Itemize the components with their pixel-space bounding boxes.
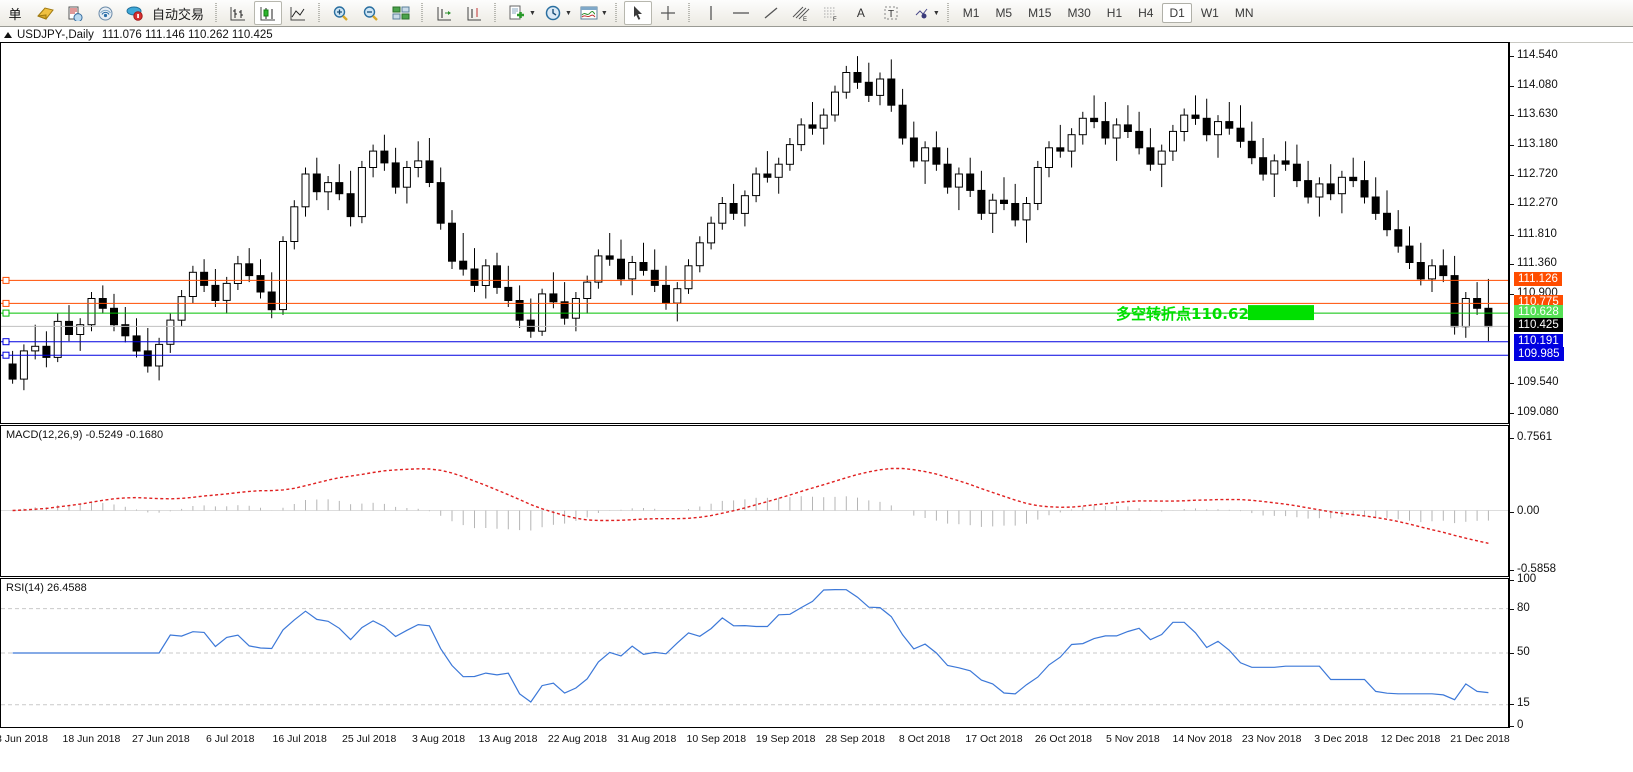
date-tick: 6 Jul 2018 xyxy=(206,733,255,745)
candlestick-chart-icon[interactable] xyxy=(254,1,283,25)
date-tick: 14 Nov 2018 xyxy=(1172,733,1233,745)
toolbar-separator xyxy=(492,3,500,23)
chart-shift-icon[interactable] xyxy=(430,1,458,25)
date-tick: 23 Nov 2018 xyxy=(1241,733,1302,745)
date-tick: 22 Aug 2018 xyxy=(547,733,607,745)
macd-chart xyxy=(1,467,1508,544)
expert-advisors-icon[interactable] xyxy=(61,1,89,25)
date-tick: 21 Dec 2018 xyxy=(1450,733,1510,745)
svg-text:T: T xyxy=(888,9,894,20)
timeframe-m5[interactable]: M5 xyxy=(995,6,1013,20)
timeframe-d1[interactable]: D1 xyxy=(1162,3,1192,23)
price-line-label[interactable]: 111.126 xyxy=(1514,272,1562,287)
time-axis: 8 Jun 2018 18 Jun 2018 27 Jun 2018 6 Jul 20… xyxy=(0,729,1633,772)
toolbar-separator xyxy=(612,3,620,23)
text-box-icon[interactable]: T xyxy=(877,1,905,25)
rsi-pane[interactable]: RSI(14) 26.4588 xyxy=(0,578,1509,728)
autotrading-icon[interactable] xyxy=(121,1,149,25)
date-tick: 13 Aug 2018 xyxy=(478,733,538,745)
toolbar-separator xyxy=(685,3,693,23)
cursor-icon[interactable] xyxy=(623,1,652,25)
date-tick: 19 Sep 2018 xyxy=(755,733,816,745)
turning-point-annotation: 多空转折点110.628 xyxy=(1116,305,1259,323)
macd-label: MACD(12,26,9) -0.5249 -0.1680 xyxy=(6,429,164,441)
rsi-label: RSI(14) 26.4588 xyxy=(6,582,87,594)
zoom-in-icon[interactable] xyxy=(327,1,355,25)
new-chart-icon[interactable] xyxy=(503,1,531,25)
chevron-down-icon[interactable]: ▼ xyxy=(600,9,608,17)
green-highlight-box xyxy=(1248,305,1314,321)
svg-text:E: E xyxy=(803,17,807,22)
date-tick: 3 Dec 2018 xyxy=(1314,733,1368,745)
symbol-period-label: USDJPY-,Daily xyxy=(17,28,94,41)
date-tick: 8 Oct 2018 xyxy=(898,733,951,745)
timeframe-m30[interactable]: M30 xyxy=(1067,6,1091,20)
date-tick: 31 Aug 2018 xyxy=(617,733,677,745)
period-icon[interactable] xyxy=(539,1,567,25)
timeframe-h1[interactable]: H1 xyxy=(1106,6,1123,20)
date-tick: 16 Jul 2018 xyxy=(272,733,327,745)
line-chart-icon[interactable] xyxy=(284,1,312,25)
date-tick: 5 Nov 2018 xyxy=(1105,733,1160,745)
date-tick: 12 Dec 2018 xyxy=(1380,733,1441,745)
date-tick: 28 Sep 2018 xyxy=(825,733,885,745)
main-toolbar: 单 自动交易 ▼ ▼ xyxy=(0,0,1633,27)
timeframe-h4[interactable]: H4 xyxy=(1138,6,1154,20)
tile-windows-icon[interactable] xyxy=(387,1,415,25)
rsi-chart xyxy=(1,588,1508,706)
zoom-out-icon[interactable] xyxy=(357,1,385,25)
timeframe-m1[interactable]: M1 xyxy=(962,6,980,20)
timeframe-m15[interactable]: M15 xyxy=(1028,6,1052,20)
price-line-label[interactable]: 109.985 xyxy=(1514,347,1564,362)
text-label-icon[interactable]: A xyxy=(856,6,865,20)
crosshair-icon[interactable] xyxy=(654,1,682,25)
indicators-icon[interactable] xyxy=(575,1,603,25)
objects-list-icon[interactable] xyxy=(907,1,935,25)
toolbar-separator xyxy=(213,3,221,23)
date-tick: 27 Jun 2018 xyxy=(131,733,190,745)
autotrading-label[interactable]: 自动交易 xyxy=(152,6,205,22)
date-tick: 26 Oct 2018 xyxy=(1034,733,1093,745)
auto-scroll-icon[interactable] xyxy=(460,1,488,25)
price-pane[interactable]: 多空转折点110.628 xyxy=(0,42,1509,424)
date-tick: 3 Aug 2018 xyxy=(411,733,466,745)
trendline-icon[interactable] xyxy=(757,1,785,25)
vertical-line-icon[interactable] xyxy=(697,1,725,25)
macd-pane[interactable]: MACD(12,26,9) -0.5249 -0.1680 xyxy=(0,425,1509,577)
toolbar-separator xyxy=(944,3,952,23)
collapse-triangle-icon[interactable] xyxy=(4,31,12,38)
svg-text:F: F xyxy=(833,17,837,22)
chevron-down-icon[interactable]: ▼ xyxy=(564,9,572,17)
chevron-down-icon[interactable]: ▼ xyxy=(932,9,940,17)
chevron-down-icon[interactable]: ▼ xyxy=(529,9,536,17)
date-tick: 18 Jun 2018 xyxy=(62,733,121,745)
bar-chart-icon[interactable] xyxy=(224,1,252,25)
date-tick: 8 Jun 2018 xyxy=(0,733,48,745)
symbol-bar: USDJPY-,Daily 111.076 111.146 110.262 11… xyxy=(0,27,1633,43)
date-tick: 25 Jul 2018 xyxy=(341,733,397,745)
horizontal-line-icon[interactable] xyxy=(727,1,755,25)
candlestick-chart: 多空转折点110.628 xyxy=(1,56,1508,391)
toolbar-separator xyxy=(419,3,427,23)
metaeditor-icon[interactable] xyxy=(31,1,59,25)
price-line-label[interactable]: 110.425 xyxy=(1514,318,1563,333)
timeframe-w1[interactable]: W1 xyxy=(1200,6,1219,20)
fibonacci-retracement-icon[interactable]: F xyxy=(817,1,845,25)
date-tick: 10 Sep 2018 xyxy=(686,733,747,745)
price-scale[interactable]: 114.540 114.080 113.630 113.180 112.720 112.2… xyxy=(1509,42,1633,731)
timeframe-mn[interactable]: MN xyxy=(1234,6,1254,20)
toolbar-separator xyxy=(316,3,324,23)
date-tick: 17 Oct 2018 xyxy=(965,733,1023,745)
timeframe-group: M1 M5 M15 M30 H1 H4 D1 W1 MN xyxy=(955,3,1262,23)
price-line-label[interactable]: 110.191 xyxy=(1514,333,1563,348)
price-line-label[interactable]: 110.628 xyxy=(1514,305,1563,320)
new-order-icon[interactable]: 单 xyxy=(8,6,22,22)
equidistant-channel-icon[interactable]: E xyxy=(787,1,815,25)
ohlc-values: 111.076 111.146 110.262 110.425 xyxy=(101,28,273,41)
signals-icon[interactable] xyxy=(91,1,119,25)
